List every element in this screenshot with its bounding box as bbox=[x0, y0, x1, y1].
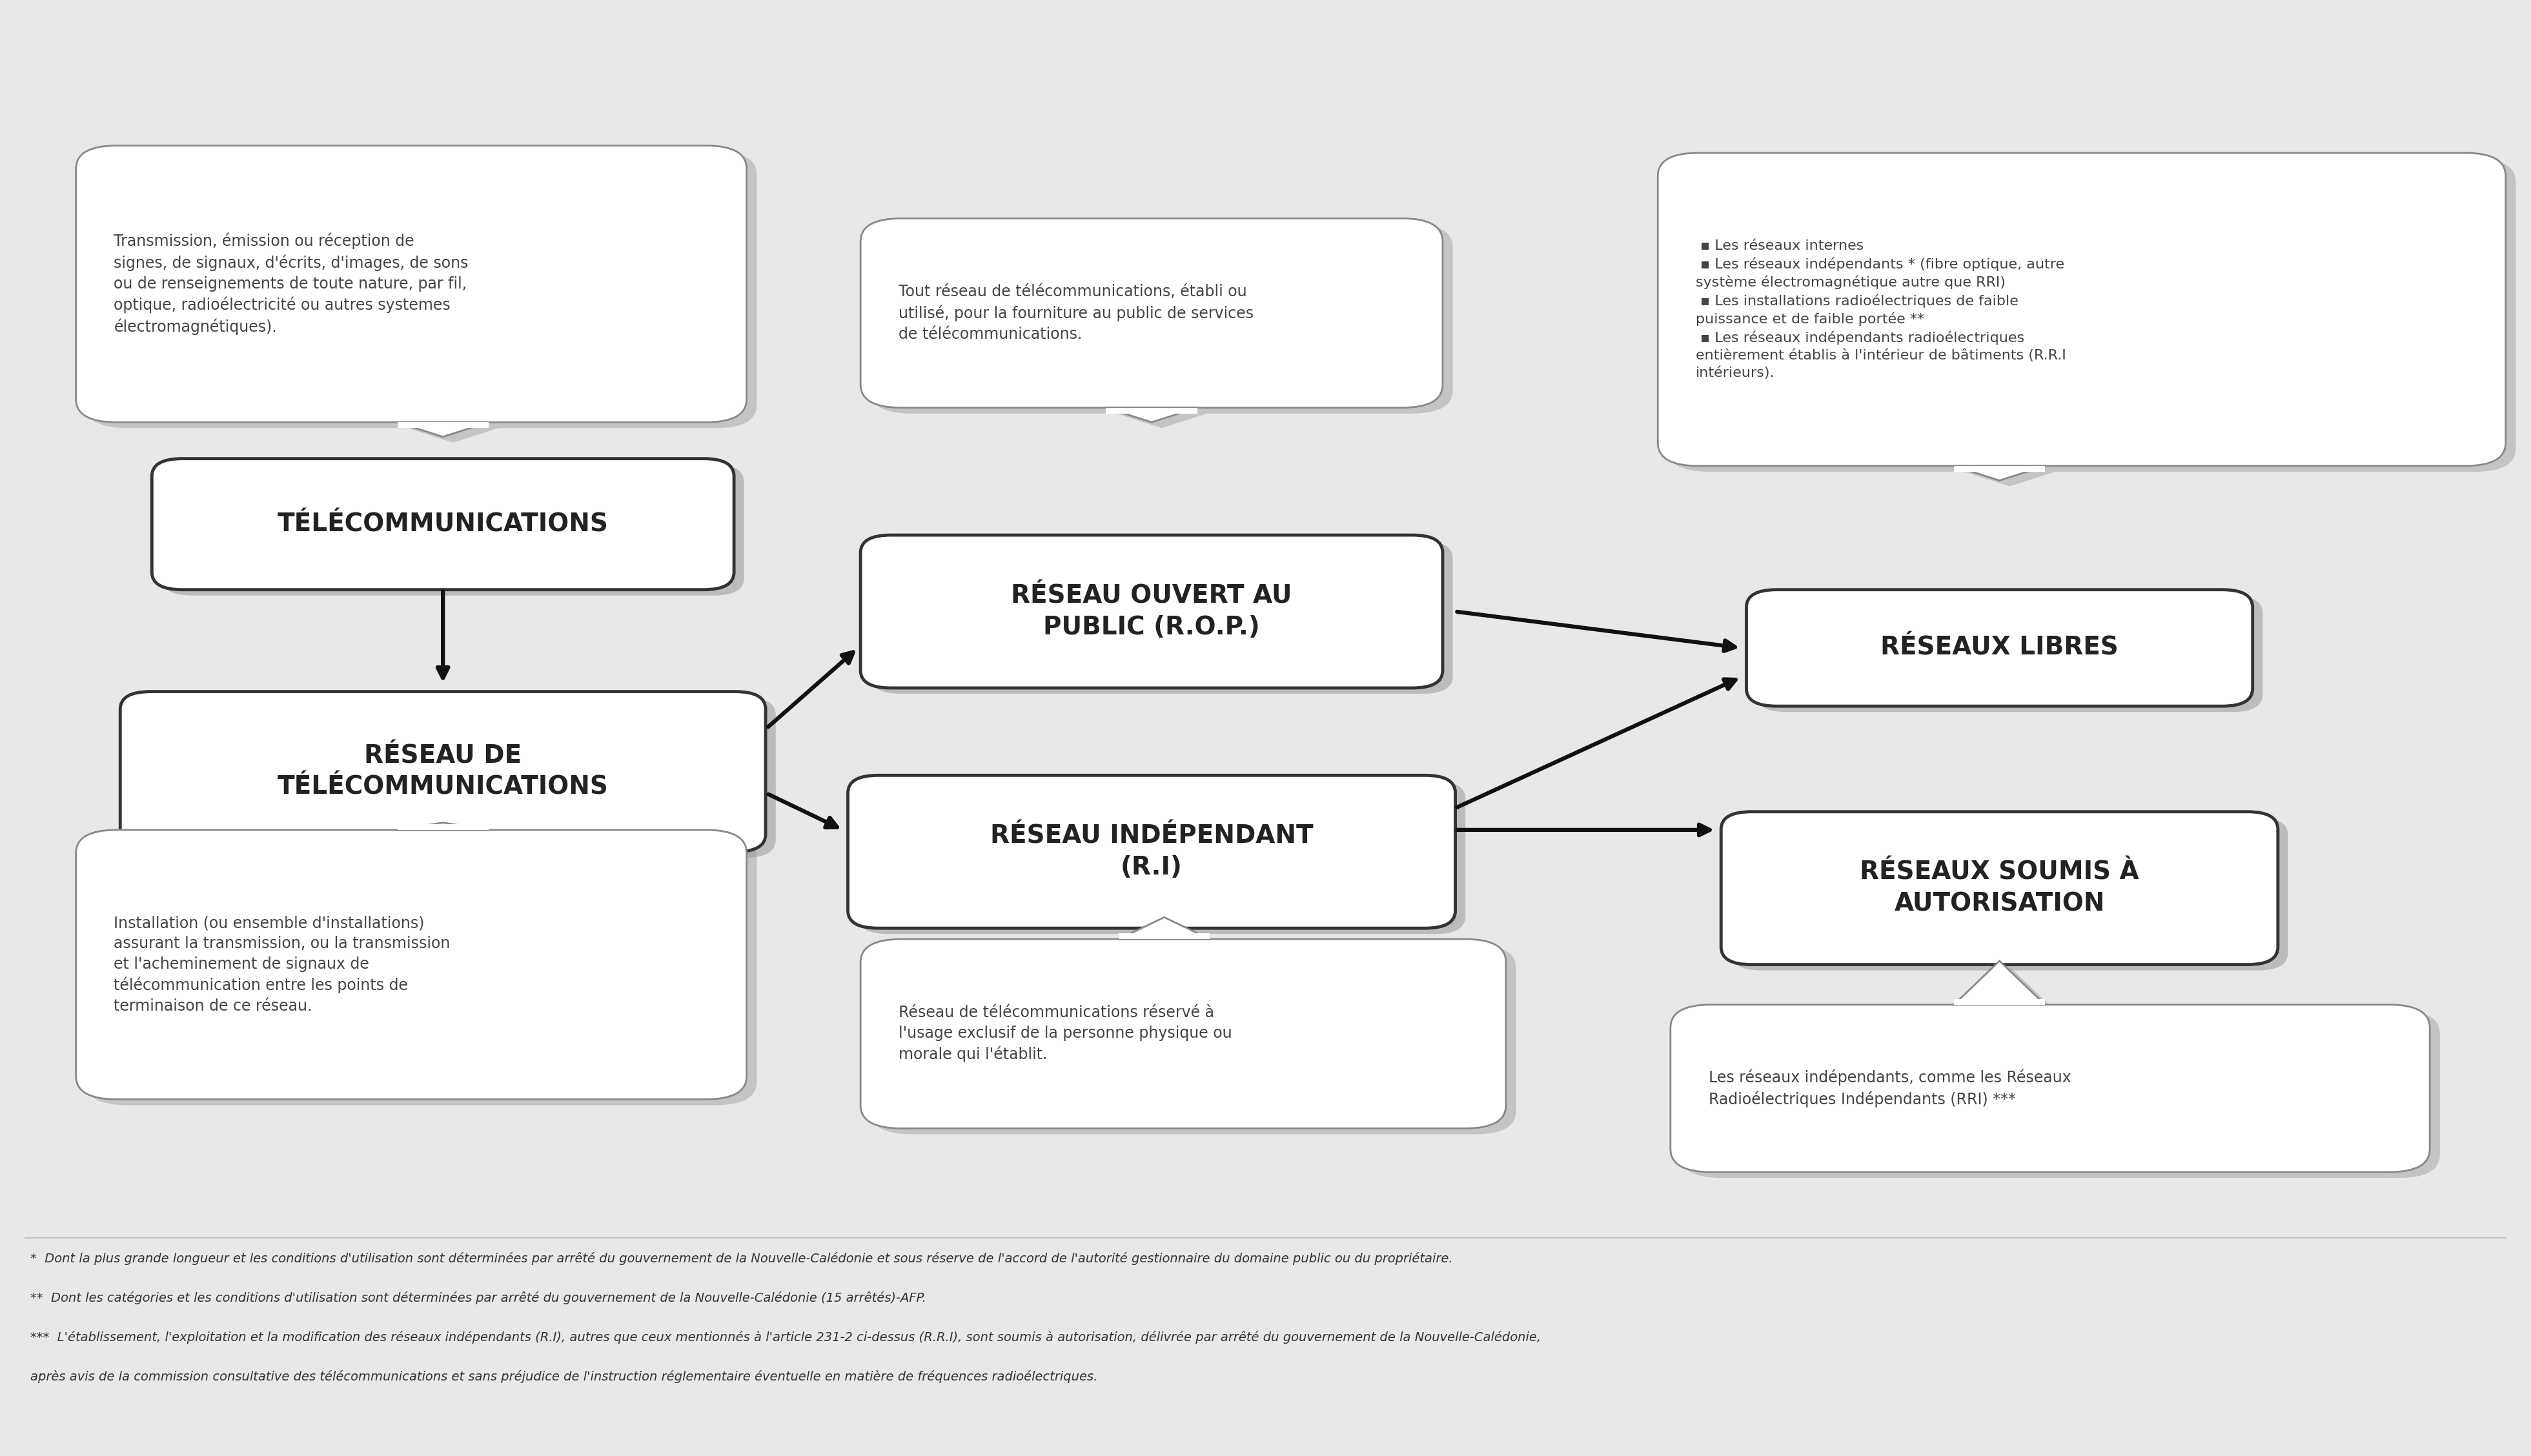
Text: RÉSEAU OUVERT AU
PUBLIC (R.O.P.): RÉSEAU OUVERT AU PUBLIC (R.O.P.) bbox=[1010, 584, 1293, 639]
Text: RÉSEAU DE
TÉLÉCOMMUNICATIONS: RÉSEAU DE TÉLÉCOMMUNICATIONS bbox=[278, 744, 607, 799]
Polygon shape bbox=[1119, 933, 1210, 939]
Polygon shape bbox=[1954, 999, 2045, 1005]
Polygon shape bbox=[407, 428, 499, 443]
Polygon shape bbox=[397, 422, 488, 428]
Text: RÉSEAUX LIBRES: RÉSEAUX LIBRES bbox=[1881, 636, 2118, 660]
Polygon shape bbox=[1964, 472, 2055, 486]
FancyBboxPatch shape bbox=[152, 459, 734, 590]
FancyBboxPatch shape bbox=[861, 536, 1443, 689]
Polygon shape bbox=[1106, 408, 1197, 414]
FancyBboxPatch shape bbox=[76, 830, 747, 1099]
FancyBboxPatch shape bbox=[86, 151, 757, 428]
Polygon shape bbox=[1106, 408, 1197, 422]
FancyBboxPatch shape bbox=[76, 146, 747, 422]
FancyBboxPatch shape bbox=[1721, 812, 2278, 964]
Polygon shape bbox=[1119, 917, 1210, 939]
Text: après avis de la commission consultative des télécommunications et sans préjudic: après avis de la commission consultative… bbox=[30, 1370, 1098, 1383]
FancyBboxPatch shape bbox=[119, 692, 764, 852]
FancyBboxPatch shape bbox=[1681, 1010, 2440, 1178]
Polygon shape bbox=[1954, 466, 2045, 472]
FancyBboxPatch shape bbox=[848, 776, 1455, 929]
Polygon shape bbox=[407, 828, 499, 836]
Text: Transmission, émission ou réception de
signes, de signaux, d'écrits, d'images, d: Transmission, émission ou réception de s… bbox=[114, 233, 468, 335]
Text: **  Dont les catégories et les conditions d'utilisation sont déterminées par arr: ** Dont les catégories et les conditions… bbox=[30, 1291, 926, 1305]
Text: RÉSEAU INDÉPENDANT
(R.I): RÉSEAU INDÉPENDANT (R.I) bbox=[990, 824, 1314, 879]
Polygon shape bbox=[1116, 414, 1207, 428]
Polygon shape bbox=[1954, 961, 2045, 1005]
FancyBboxPatch shape bbox=[129, 697, 774, 858]
FancyBboxPatch shape bbox=[861, 218, 1443, 408]
Text: Les réseaux indépendants, comme les Réseaux
Radioélectriques Indépendants (RRI) : Les réseaux indépendants, comme les Rése… bbox=[1708, 1069, 2070, 1108]
Polygon shape bbox=[397, 422, 488, 437]
Polygon shape bbox=[397, 823, 488, 830]
Polygon shape bbox=[1129, 923, 1220, 945]
FancyBboxPatch shape bbox=[871, 542, 1453, 695]
FancyBboxPatch shape bbox=[86, 836, 757, 1105]
FancyBboxPatch shape bbox=[1668, 159, 2516, 472]
FancyBboxPatch shape bbox=[1746, 590, 2253, 706]
FancyBboxPatch shape bbox=[871, 224, 1453, 414]
FancyBboxPatch shape bbox=[1658, 153, 2506, 466]
Polygon shape bbox=[397, 824, 488, 830]
FancyBboxPatch shape bbox=[1731, 818, 2288, 970]
Text: *  Dont la plus grande longueur et les conditions d'utilisation sont déterminées: * Dont la plus grande longueur et les co… bbox=[30, 1252, 1453, 1265]
FancyBboxPatch shape bbox=[861, 939, 1506, 1128]
FancyBboxPatch shape bbox=[1757, 596, 2263, 712]
Text: ▪ Les réseaux internes
 ▪ Les réseaux indépendants * (fibre optique, autre
systè: ▪ Les réseaux internes ▪ Les réseaux ind… bbox=[1696, 239, 2065, 380]
Polygon shape bbox=[1964, 967, 2055, 1010]
Text: Tout réseau de télécommunications, établi ou
utilisé, pour la fourniture au publ: Tout réseau de télécommunications, établ… bbox=[899, 284, 1253, 342]
Text: TÉLÉCOMMUNICATIONS: TÉLÉCOMMUNICATIONS bbox=[278, 513, 607, 536]
Text: Installation (ou ensemble d'installations)
assurant la transmission, ou la trans: Installation (ou ensemble d'installation… bbox=[114, 916, 451, 1013]
Text: Réseau de télécommunications réservé à
l'usage exclusif de la personne physique : Réseau de télécommunications réservé à l… bbox=[899, 1005, 1233, 1063]
FancyBboxPatch shape bbox=[871, 945, 1516, 1134]
FancyBboxPatch shape bbox=[858, 780, 1465, 935]
Text: RÉSEAUX SOUMIS À
AUTORISATION: RÉSEAUX SOUMIS À AUTORISATION bbox=[1860, 860, 2139, 916]
FancyBboxPatch shape bbox=[162, 464, 744, 596]
Polygon shape bbox=[1954, 466, 2045, 480]
Text: ***  L'établissement, l'exploitation et la modification des réseaux indépendants: *** L'établissement, l'exploitation et l… bbox=[30, 1331, 1541, 1344]
FancyBboxPatch shape bbox=[1670, 1005, 2430, 1172]
